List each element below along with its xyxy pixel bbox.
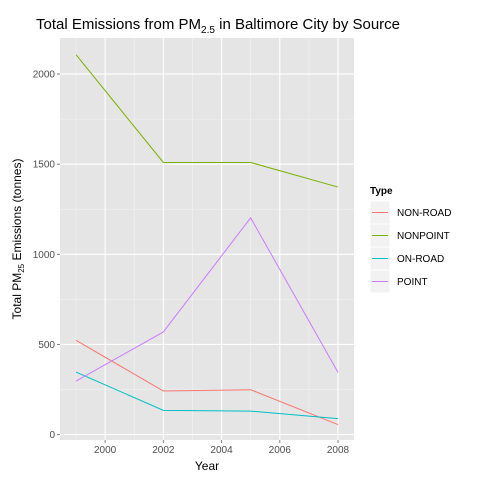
x-tick-label: 2008 — [327, 445, 350, 456]
x-tick-label: 2002 — [152, 445, 175, 456]
x-tick-label: 2000 — [94, 445, 117, 456]
x-axis-title: Year — [195, 459, 219, 473]
x-tick-label: 2004 — [210, 445, 233, 456]
y-tick-label: 0 — [49, 430, 55, 441]
y-tick-label: 1500 — [33, 160, 56, 171]
x-axis: 2000 2002 2004 2006 2008 — [94, 440, 350, 456]
plot-panel — [60, 38, 354, 440]
y-tick-label: 500 — [38, 340, 55, 351]
series-line-nonpoint — [75, 54, 339, 188]
series-line-non-road — [75, 339, 339, 425]
legend-label-non-road: NON-ROAD — [397, 208, 451, 219]
series-lines — [75, 54, 339, 425]
chart-title: Total Emissions from PM2.5 in Baltimore … — [36, 16, 400, 36]
series-line-point — [75, 216, 339, 382]
y-axis: 0 500 1000 1500 2000 — [33, 70, 60, 441]
minor-gridlines — [60, 38, 354, 440]
y-tick-label: 2000 — [33, 70, 56, 81]
legend-title: Type — [370, 186, 393, 197]
y-axis-title: Total PM25 Emissions (tonnes) — [10, 159, 26, 320]
legend: NON-ROAD NONPOINT ON-ROAD POINT — [369, 200, 451, 294]
series-line-on-road — [75, 371, 339, 420]
legend-label-on-road: ON-ROAD — [397, 254, 444, 265]
x-tick-label: 2006 — [269, 445, 292, 456]
legend-label-nonpoint: NONPOINT — [397, 231, 450, 242]
major-gridlines — [60, 38, 354, 440]
legend-label-point: POINT — [397, 277, 428, 288]
y-tick-label: 1000 — [33, 250, 56, 261]
